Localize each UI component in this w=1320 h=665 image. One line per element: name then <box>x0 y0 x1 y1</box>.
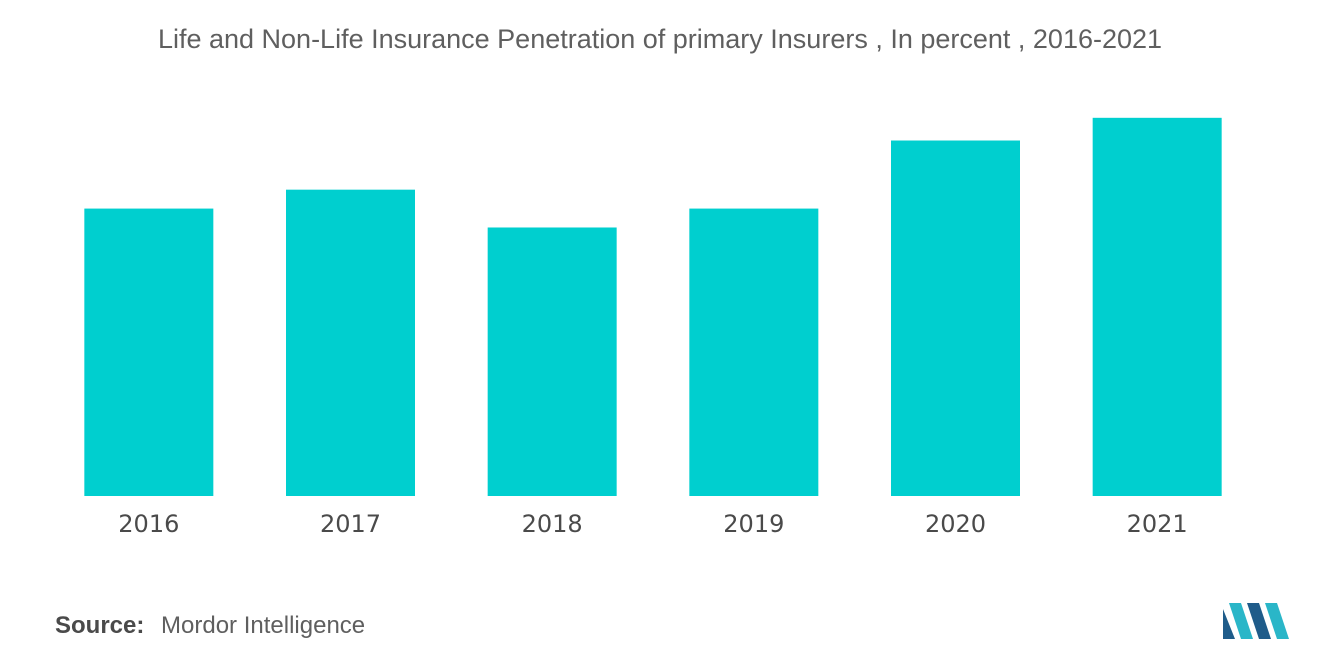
bar-2020 <box>891 140 1020 496</box>
bars-group <box>84 117 1222 497</box>
x-tick-labels: 2016 2017 2018 2019 2020 2021 <box>118 510 1187 538</box>
chart-title: Life and Non-Life Insurance Penetration … <box>157 24 1163 54</box>
source-note: Source: Mordor Intelligence <box>55 612 365 640</box>
x-tick-label-2017: 2017 <box>320 510 381 538</box>
bar-2019 <box>689 208 819 496</box>
x-tick-label-2021: 2021 <box>1127 510 1188 538</box>
x-tick-label-2019: 2019 <box>723 510 784 538</box>
x-tick-label-2018: 2018 <box>522 510 583 538</box>
bar-2021 <box>1092 117 1222 497</box>
source-label: Source: <box>55 612 145 639</box>
mordor-intelligence-logo-icon <box>1223 603 1289 639</box>
bar-2018 <box>487 227 617 496</box>
bar-2017 <box>286 189 415 496</box>
bar-2016 <box>84 208 214 496</box>
x-tick-label-2016: 2016 <box>118 510 179 538</box>
source-text: Mordor Intelligence <box>161 612 366 639</box>
bar-chart: 2016 2017 2018 2019 2020 2021 <box>84 117 1222 538</box>
x-tick-label-2020: 2020 <box>925 510 986 538</box>
